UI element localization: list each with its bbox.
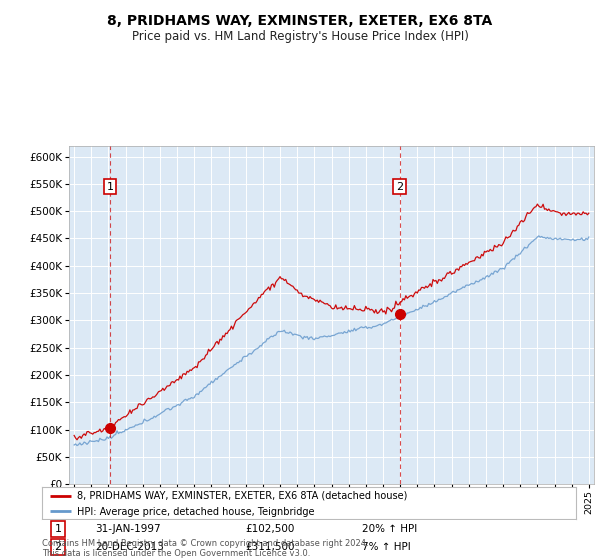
Text: 31-JAN-1997: 31-JAN-1997 [95,524,161,534]
Text: 20-DEC-2013: 20-DEC-2013 [95,542,164,552]
Text: Price paid vs. HM Land Registry's House Price Index (HPI): Price paid vs. HM Land Registry's House … [131,30,469,44]
Text: 8, PRIDHAMS WAY, EXMINSTER, EXETER, EX6 8TA: 8, PRIDHAMS WAY, EXMINSTER, EXETER, EX6 … [107,14,493,28]
Text: 8, PRIDHAMS WAY, EXMINSTER, EXETER, EX6 8TA (detached house): 8, PRIDHAMS WAY, EXMINSTER, EXETER, EX6 … [77,491,407,501]
Text: 1: 1 [106,181,113,192]
Text: HPI: Average price, detached house, Teignbridge: HPI: Average price, detached house, Teig… [77,507,314,517]
Text: 2: 2 [55,542,62,552]
Text: Contains HM Land Registry data © Crown copyright and database right 2024.
This d: Contains HM Land Registry data © Crown c… [42,539,368,558]
Text: 7% ↑ HPI: 7% ↑ HPI [362,542,411,552]
Text: 1: 1 [55,524,62,534]
Text: 2: 2 [396,181,403,192]
Text: 20% ↑ HPI: 20% ↑ HPI [362,524,418,534]
Text: £102,500: £102,500 [245,524,294,534]
Text: £311,500: £311,500 [245,542,295,552]
